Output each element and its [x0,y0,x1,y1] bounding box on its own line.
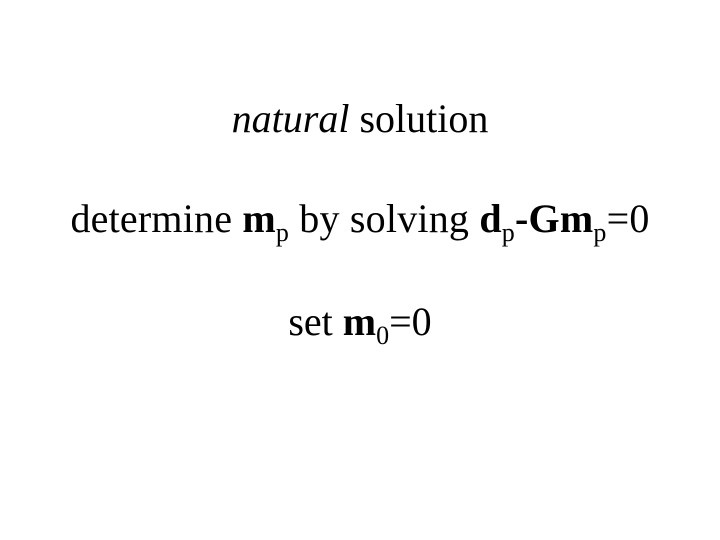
set-m: m [343,299,376,344]
equation-line: determine mp by solving dp-Gmp=0 [0,195,720,242]
eq-mid: by solving [289,196,479,241]
eq-m2: m [560,196,594,241]
title-regular-word: solution [359,96,488,141]
eq-eq: = [607,196,630,241]
eq-m: m [242,196,276,241]
title-italic-word: natural [232,96,350,141]
eq-d: d [479,196,501,241]
eq-d-sub: p [502,218,515,247]
eq-G: G [529,196,560,241]
set-zero: 0 [412,299,432,344]
slide: natural solution determine mp by solving… [0,0,720,540]
eq-minus: - [515,196,529,241]
set-eq: = [389,299,412,344]
eq-prefix: determine [70,196,242,241]
set-line: set m0=0 [0,298,720,345]
eq-m-sub: p [276,218,289,247]
set-prefix: set [288,299,342,344]
eq-m2-sub: p [593,218,606,247]
eq-zero: 0 [629,196,649,241]
set-m-sub: 0 [376,321,389,350]
title-line: natural solution [0,95,720,142]
